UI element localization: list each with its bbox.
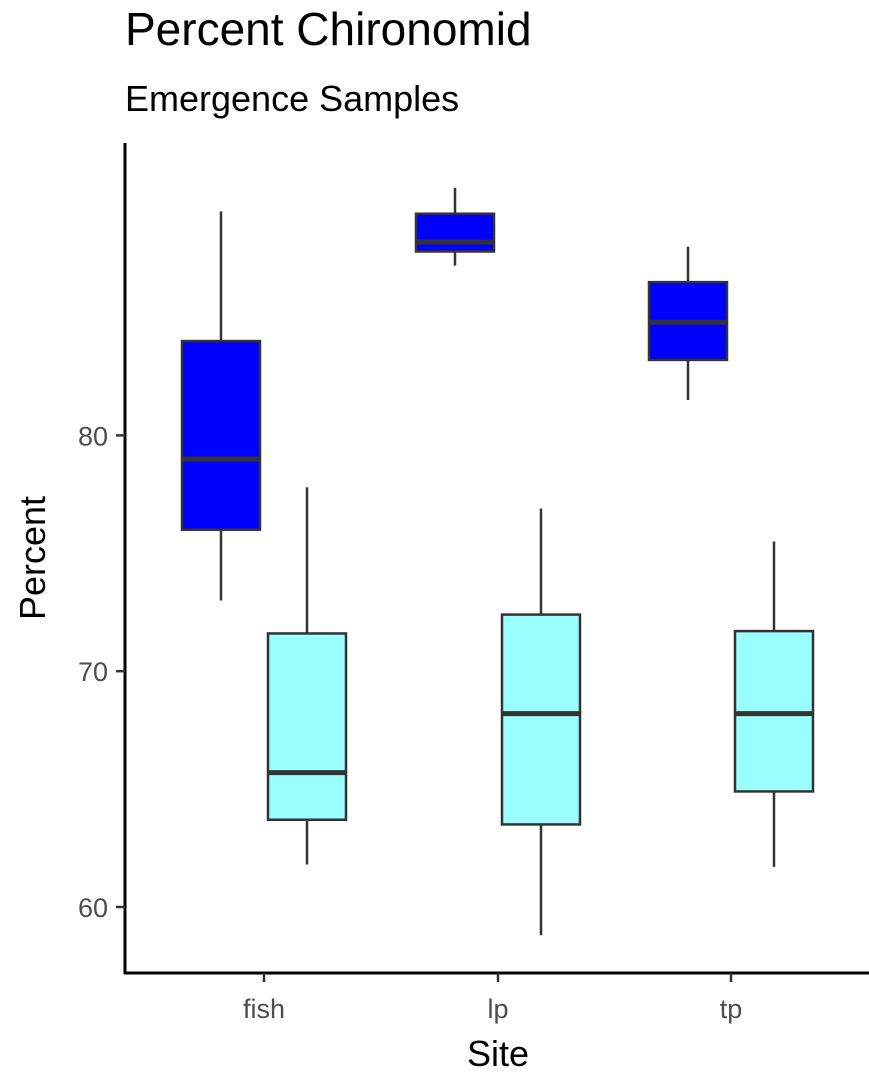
y-tick-label: 70	[78, 657, 108, 687]
x-axis-title: Site	[467, 1033, 529, 1072]
box-lp-series-2	[500, 508, 582, 936]
y-axis-title: Percent	[12, 496, 53, 620]
box-iqr	[180, 339, 262, 531]
y-tick-label: 80	[78, 421, 108, 451]
chart-title: Percent Chironomid	[125, 3, 532, 55]
y-tick-label: 60	[78, 893, 108, 923]
box-lp-series-1	[414, 187, 496, 266]
box-fish-series-1	[180, 211, 262, 601]
box-tp-series-1	[647, 246, 729, 401]
box-iqr	[500, 613, 582, 826]
x-tick-label: lp	[487, 994, 508, 1024]
box-fish-series-2	[266, 487, 348, 865]
box-tp-series-2	[733, 541, 815, 867]
x-tick-label: fish	[243, 994, 285, 1024]
plot-marks	[180, 187, 815, 936]
x-tick-label: tp	[720, 994, 743, 1024]
box-iqr	[266, 632, 348, 821]
y-axis-ticks: 60 70 80	[78, 421, 125, 923]
x-axis-ticks: fish lp tp	[243, 973, 742, 1024]
box-iqr	[414, 212, 496, 253]
chart-subtitle: Emergence Samples	[125, 78, 460, 119]
